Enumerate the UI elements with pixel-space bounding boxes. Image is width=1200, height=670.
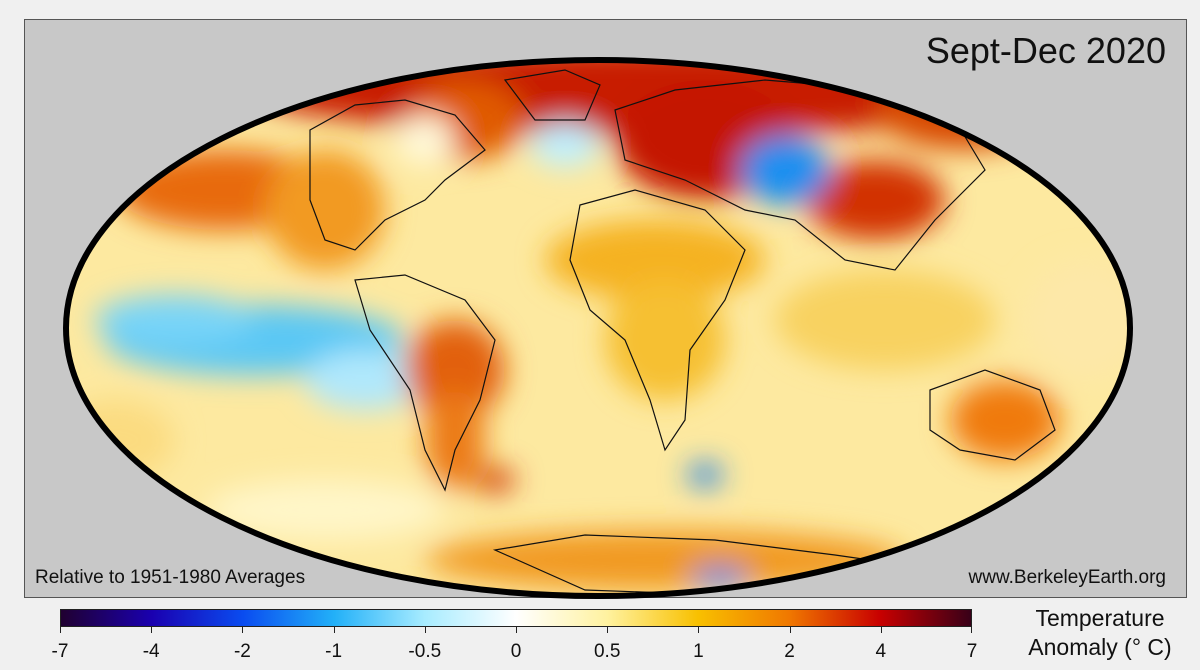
colorbar-tick-label: 0.5	[593, 641, 621, 662]
source-url: www.BerkeleyEarth.org	[968, 567, 1166, 588]
temperature-anomaly-map	[63, 57, 1133, 599]
coastlines	[309, 69, 1056, 596]
colorbar-tick-label: 2	[784, 641, 795, 662]
colorbar-tick	[151, 627, 153, 633]
legend-title-line1: Temperature	[1035, 605, 1165, 631]
colorbar-tick	[333, 627, 335, 633]
colorbar-tick-label: -2	[233, 641, 251, 662]
baseline-note: Relative to 1951-1980 Averages	[35, 567, 306, 588]
colorbar-tick	[971, 627, 972, 633]
colorbar-tick	[789, 627, 791, 633]
colorbar-tick	[698, 627, 700, 633]
colorbar-tick	[60, 627, 61, 633]
colorbar-tick	[424, 627, 426, 633]
colorbar-tick-label: -7	[51, 641, 69, 662]
anomaly-field	[66, 60, 1130, 596]
colorbar-tick-label: 1	[693, 641, 704, 662]
colorbar-tick-label: 4	[875, 641, 887, 662]
colorbar-tick	[880, 627, 882, 633]
colorbar-tick-label: -1	[325, 641, 343, 662]
map-panel: Sept-Dec 2020 Relative to 1951-1980 Aver…	[24, 19, 1187, 599]
map-border	[63, 57, 1133, 599]
colorbar-tick	[242, 627, 244, 633]
legend-title-line2: Anomaly (° C)	[1028, 634, 1172, 660]
colorbar	[60, 609, 972, 633]
legend-title: Temperature Anomaly (° C)	[1010, 604, 1190, 662]
map-title: Sept-Dec 2020	[925, 30, 1166, 71]
colorbar-tick	[516, 627, 517, 633]
colorbar-tick-label: 0	[510, 641, 522, 662]
colorbar-tick-label: -4	[142, 641, 160, 662]
colorbar-tick-label: 7	[966, 641, 978, 662]
colorbar-tick-label: -0.5	[408, 641, 442, 662]
colorbar-gradient	[60, 609, 972, 627]
colorbar-tick	[607, 627, 609, 633]
